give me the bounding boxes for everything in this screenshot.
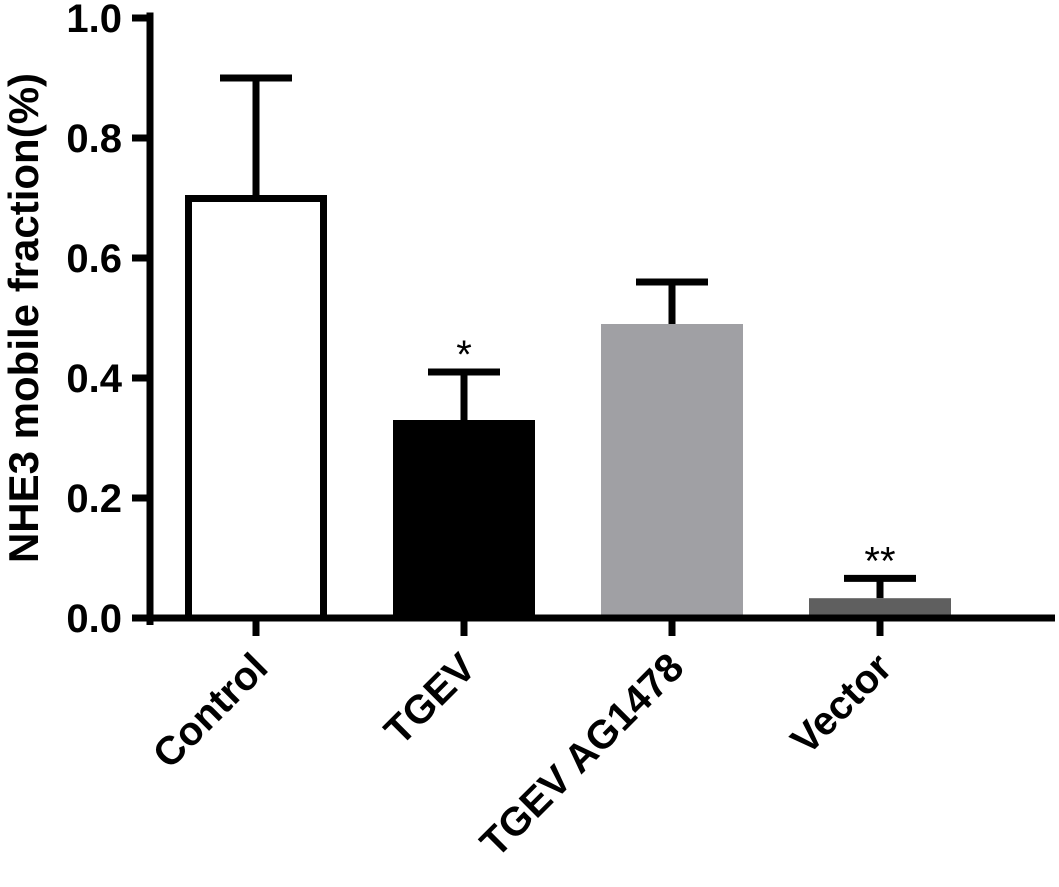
y-tick-label-0: 0.0 [66, 597, 122, 641]
x-tick-label-2: TGEV AG1478 [472, 645, 692, 865]
x-tick-label-1: TGEV [376, 645, 484, 753]
significance-label-1: * [456, 333, 472, 377]
bar-3 [809, 598, 951, 618]
y-tick-label-2: 0.4 [66, 357, 122, 401]
y-axis-title: NHE3 mobile fraction(%) [0, 73, 47, 563]
significance-label-3: ** [864, 539, 895, 583]
y-tick-label-3: 0.6 [66, 237, 122, 281]
y-tick-label-5: 1.0 [66, 0, 122, 41]
y-tick-label-1: 0.2 [66, 477, 122, 521]
y-tick-label-4: 0.8 [66, 117, 122, 161]
bar-0 [185, 195, 327, 622]
x-tick-label-0: Control [145, 645, 277, 777]
bar-1 [393, 420, 535, 618]
x-tick-label-3: Vector [783, 645, 901, 763]
bar-2 [601, 324, 743, 618]
